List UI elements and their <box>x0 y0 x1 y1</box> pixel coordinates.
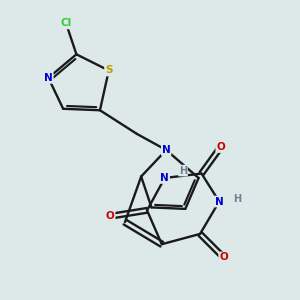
Text: N: N <box>162 145 171 155</box>
Text: Cl: Cl <box>61 18 72 28</box>
Text: O: O <box>219 253 228 262</box>
Text: S: S <box>105 65 112 76</box>
Text: O: O <box>216 142 225 152</box>
Text: N: N <box>44 73 53 83</box>
Text: N: N <box>215 196 224 206</box>
Text: N: N <box>160 173 169 183</box>
Text: H: H <box>179 166 187 176</box>
Text: O: O <box>106 211 115 221</box>
Text: H: H <box>233 194 241 204</box>
